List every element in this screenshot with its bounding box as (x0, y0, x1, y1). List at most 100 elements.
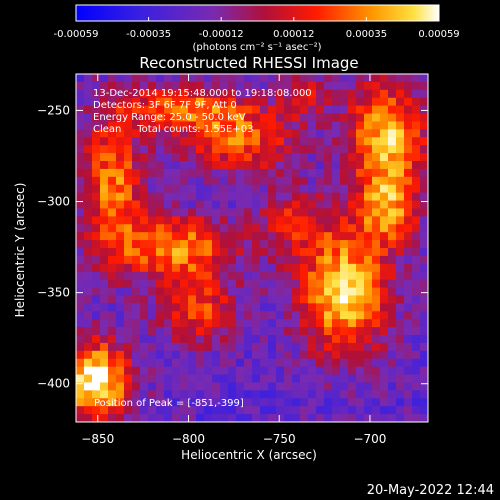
heatmap-cell (76, 406, 85, 415)
heatmap-cell (300, 161, 309, 170)
heatmap-cell (404, 374, 413, 383)
heatmap-cell (164, 105, 173, 114)
heatmap-cell (84, 153, 93, 162)
heatmap-cell (292, 390, 301, 399)
heatmap-cell (412, 279, 421, 288)
heatmap-cell (324, 319, 333, 328)
heatmap-cell (380, 311, 389, 320)
heatmap-cell (372, 279, 381, 288)
heatmap-cell (404, 390, 413, 399)
heatmap-cell (76, 97, 85, 107)
heatmap-cell (124, 216, 133, 225)
heatmap-cell (300, 414, 309, 423)
heatmap-cell (332, 74, 341, 83)
heatmap-cell (252, 414, 261, 423)
heatmap-cell (268, 145, 277, 154)
heatmap-cell (332, 137, 341, 146)
heatmap-cell (124, 81, 133, 91)
heatmap-cell (164, 263, 173, 273)
heatmap-cell (148, 74, 157, 83)
heatmap-cell (332, 350, 341, 360)
heatmap-cell (380, 74, 389, 83)
heatmap-cell (76, 145, 85, 154)
heatmap-cell (140, 97, 149, 107)
heatmap-cell (236, 263, 245, 273)
heatmap-cell (372, 406, 381, 415)
heatmap-cell (340, 200, 349, 209)
heatmap-cell (364, 279, 373, 288)
heatmap-cell (156, 192, 165, 201)
heatmap-cell (92, 398, 101, 407)
heatmap-cell (420, 255, 429, 265)
heatmap-cell (412, 113, 421, 122)
heatmap-cell (340, 248, 349, 257)
heatmap-cell (268, 208, 277, 217)
heatmap-cell (204, 184, 213, 194)
heatmap-cell (300, 327, 309, 336)
heatmap-cell (356, 113, 365, 122)
heatmap-cell (220, 129, 229, 138)
heatmap-cell (300, 89, 309, 99)
heatmap-cell (148, 184, 157, 194)
heatmap-cell (372, 97, 381, 107)
heatmap-cell (268, 335, 277, 344)
heatmap-cell (132, 216, 141, 225)
heatmap-cell (348, 358, 357, 368)
heatmap-cell (308, 279, 317, 288)
heatmap-cell (220, 390, 229, 399)
heatmap-cell (332, 374, 341, 383)
heatmap-cell (188, 121, 197, 130)
heatmap-cell (340, 414, 349, 423)
heatmap-cell (292, 248, 301, 257)
heatmap-cell (228, 208, 237, 217)
heatmap-cell (412, 232, 421, 241)
heatmap-cell (108, 232, 117, 241)
heatmap-cell (196, 327, 205, 336)
heatmap-cell (268, 303, 277, 312)
heatmap-cell (332, 224, 341, 233)
heatmap-cell (100, 311, 109, 320)
heatmap-cell (316, 303, 325, 312)
heatmap-cell (252, 113, 261, 122)
heatmap-cell (292, 295, 301, 304)
heatmap-cell (212, 374, 221, 383)
heatmap-cell (180, 350, 189, 360)
heatmap-cell (260, 137, 269, 146)
heatmap-cell (268, 255, 277, 265)
heatmap-cell (284, 382, 293, 391)
heatmap-cell (244, 240, 253, 249)
heatmap-cell (308, 311, 317, 320)
heatmap-cell (372, 200, 381, 209)
heatmap-cell (172, 287, 181, 296)
heatmap-cell (148, 327, 157, 336)
heatmap-cell (76, 121, 85, 130)
heatmap-cell (164, 145, 173, 154)
heatmap-cell (332, 319, 341, 328)
heatmap-cell (108, 342, 117, 352)
heatmap-cell (308, 113, 317, 122)
heatmap-cell (324, 176, 333, 186)
heatmap-cell (108, 350, 117, 360)
heatmap-cell (308, 145, 317, 154)
heatmap-cell (100, 81, 109, 91)
heatmap-cell (356, 390, 365, 399)
heatmap-cell (236, 414, 245, 423)
heatmap-cell (252, 374, 261, 383)
heatmap-cell (292, 192, 301, 201)
peak-position-label: Position of Peak = [-851,-399] (94, 398, 244, 409)
heatmap-cell (332, 232, 341, 241)
heatmap-cell (316, 374, 325, 383)
heatmap-cell (84, 184, 93, 194)
heatmap-cell (300, 105, 309, 114)
heatmap-cell (84, 390, 93, 399)
heatmap-cell (300, 176, 309, 186)
heatmap-cell (420, 168, 429, 178)
heatmap-cell (284, 192, 293, 201)
heatmap-cell (260, 192, 269, 201)
heatmap-cell (356, 303, 365, 312)
heatmap-cell (420, 342, 429, 352)
heatmap-cell (164, 319, 173, 328)
heatmap-cell (284, 121, 293, 130)
heatmap-cell (260, 279, 269, 288)
heatmap-cell (188, 81, 197, 91)
